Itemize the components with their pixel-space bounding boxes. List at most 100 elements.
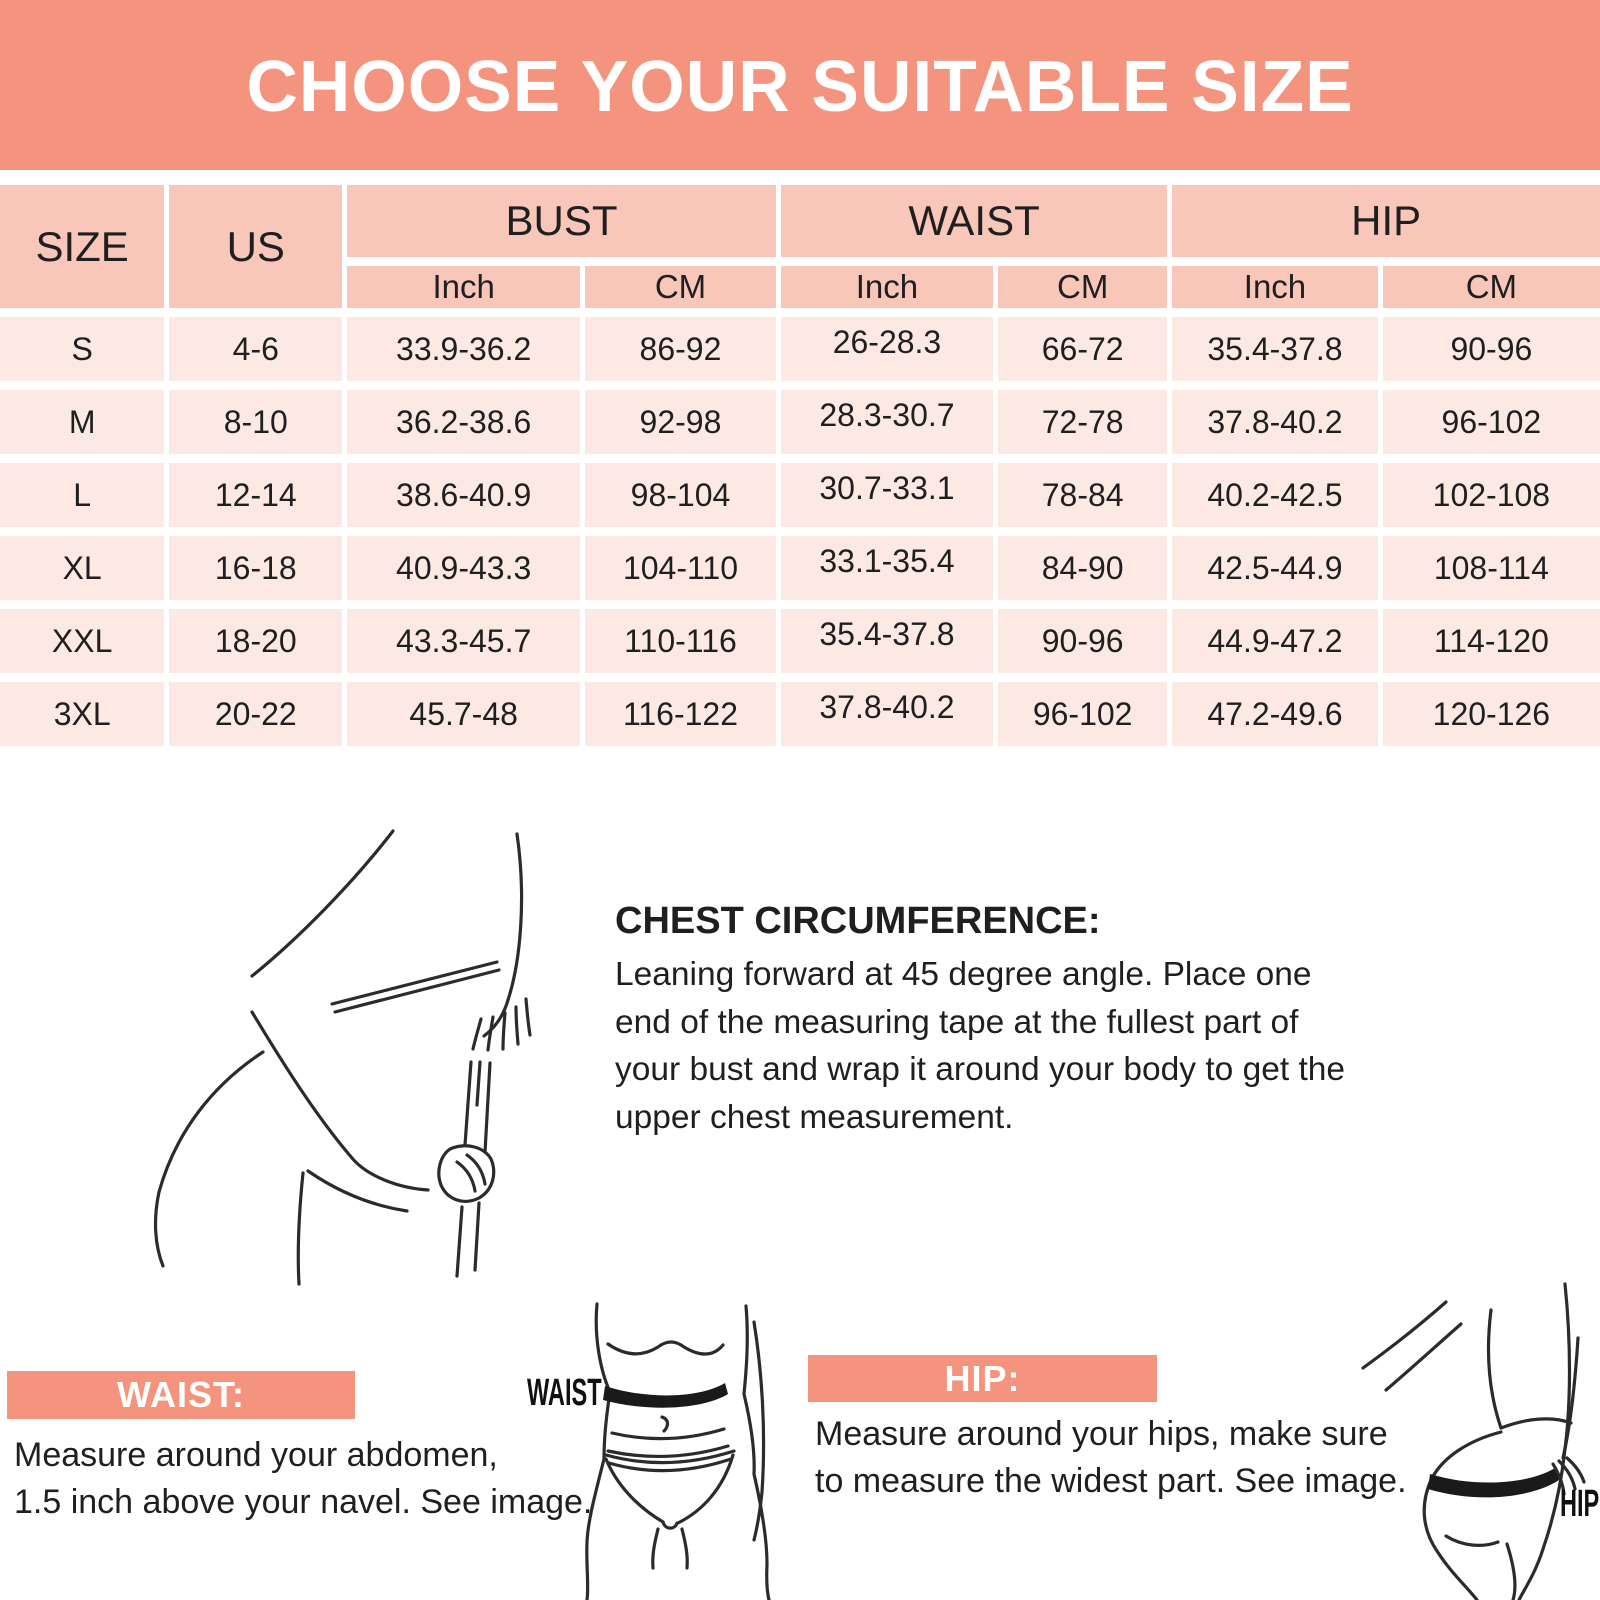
col-header-hip: HIP xyxy=(1172,185,1600,257)
waist-text-line: 1.5 inch above your navel. See image. xyxy=(14,1483,593,1521)
waist-section-text: Measure around your abdomen, 1.5 inch ab… xyxy=(14,1432,592,1526)
waist-text-line: Measure around your abdomen, xyxy=(14,1436,498,1474)
chest-measurement-illustration xyxy=(100,800,600,1300)
cell-bust-inch: 36.2-38.6 xyxy=(347,390,581,454)
cell-hip-cm: 120-126 xyxy=(1382,682,1600,746)
chest-text-line: end of the measuring tape at the fullest… xyxy=(615,1003,1299,1041)
col-header-size: SIZE xyxy=(0,185,165,308)
cell-waist-cm: 96-102 xyxy=(998,682,1168,746)
chest-text-line: Leaning forward at 45 degree angle. Plac… xyxy=(615,956,1312,993)
table-header-row-units: Inch CM Inch CM Inch CM xyxy=(0,266,1600,308)
cell-waist-inch-value: 35.4-37.8 xyxy=(819,615,955,652)
cell-size: XXL xyxy=(0,609,165,673)
cell-waist-inch: 37.8-40.2 xyxy=(780,682,994,746)
cell-us: 18-20 xyxy=(169,609,343,673)
subheader-hip-cm: CM xyxy=(1382,266,1600,308)
cell-bust-cm: 86-92 xyxy=(585,317,776,381)
cell-waist-cm: 84-90 xyxy=(998,536,1168,600)
subheader-bust-cm: CM xyxy=(585,266,776,308)
col-header-waist: WAIST xyxy=(780,185,1168,257)
cell-waist-cm: 90-96 xyxy=(998,609,1168,673)
cell-size: L xyxy=(0,463,165,527)
chest-section-heading: CHEST CIRCUMFERENCE: xyxy=(615,900,1101,942)
col-header-bust: BUST xyxy=(347,185,776,257)
cell-hip-inch: 35.4-37.8 xyxy=(1172,317,1378,381)
hip-section-bar: HIP: xyxy=(808,1355,1157,1402)
cell-bust-cm: 110-116 xyxy=(585,609,776,673)
cell-size: M xyxy=(0,390,165,454)
waist-measurement-illustration xyxy=(556,1296,806,1600)
table-row: L 12-14 38.6-40.9 98-104 30.7-33.1 78-84… xyxy=(0,463,1600,527)
cell-bust-inch: 43.3-45.7 xyxy=(347,609,581,673)
banner: CHOOSE YOUR SUITABLE SIZE xyxy=(0,0,1600,170)
cell-hip-inch: 37.8-40.2 xyxy=(1172,390,1378,454)
cell-hip-cm: 90-96 xyxy=(1382,317,1600,381)
cell-us: 8-10 xyxy=(169,390,343,454)
subheader-waist-cm: CM xyxy=(998,266,1168,308)
hip-section-heading: HIP: xyxy=(944,1357,1021,1399)
page-title: CHOOSE YOUR SUITABLE SIZE xyxy=(246,47,1354,127)
table-row: 3XL 20-22 45.7-48 116-122 37.8-40.2 96-1… xyxy=(0,682,1600,746)
hip-section-text: Measure around your hips, make sure to m… xyxy=(815,1411,1407,1505)
size-chart: SIZE US BUST WAIST HIP Inch CM Inch CM I… xyxy=(0,176,1600,755)
cell-hip-inch: 40.2-42.5 xyxy=(1172,463,1378,527)
size-chart-table: SIZE US BUST WAIST HIP Inch CM Inch CM I… xyxy=(0,176,1600,755)
cell-waist-inch: 35.4-37.8 xyxy=(780,609,994,673)
cell-bust-cm: 92-98 xyxy=(585,390,776,454)
cell-waist-inch-value: 37.8-40.2 xyxy=(819,688,955,725)
cell-waist-cm: 78-84 xyxy=(998,463,1168,527)
cell-us: 4-6 xyxy=(169,317,343,381)
chest-text-line: your bust and wrap it around your body t… xyxy=(615,1051,1346,1088)
subheader-hip-inch: Inch xyxy=(1172,266,1378,308)
cell-waist-cm: 66-72 xyxy=(998,317,1168,381)
cell-bust-inch: 45.7-48 xyxy=(347,682,581,746)
chest-text-line: upper chest measurement. xyxy=(615,1098,1014,1136)
cell-waist-inch: 28.3-30.7 xyxy=(780,390,994,454)
cell-bust-cm: 104-110 xyxy=(585,536,776,600)
hip-figure-label: HIP xyxy=(1560,1483,1600,1525)
chest-section-text: Leaning forward at 45 degree angle. Plac… xyxy=(615,951,1345,1141)
cell-bust-inch: 38.6-40.9 xyxy=(347,463,581,527)
cell-bust-cm: 116-122 xyxy=(585,682,776,746)
cell-hip-cm: 108-114 xyxy=(1382,536,1600,600)
cell-waist-inch-value: 33.1-35.4 xyxy=(819,542,955,579)
cell-hip-inch: 42.5-44.9 xyxy=(1172,536,1378,600)
subheader-waist-inch: Inch xyxy=(780,266,994,308)
hip-text-line: Measure around your hips, make sure xyxy=(815,1415,1388,1453)
waist-figure-label: WAIST xyxy=(527,1372,602,1414)
cell-hip-cm: 102-108 xyxy=(1382,463,1600,527)
cell-bust-inch: 40.9-43.3 xyxy=(347,536,581,600)
cell-us: 12-14 xyxy=(169,463,343,527)
cell-us: 16-18 xyxy=(169,536,343,600)
cell-us: 20-22 xyxy=(169,682,343,746)
cell-waist-inch: 33.1-35.4 xyxy=(780,536,994,600)
col-header-us: US xyxy=(169,185,343,308)
cell-bust-inch: 33.9-36.2 xyxy=(347,317,581,381)
cell-waist-inch: 26-28.3 xyxy=(780,317,994,381)
waist-figure-line-art xyxy=(585,1302,771,1600)
table-row: XXL 18-20 43.3-45.7 110-116 35.4-37.8 90… xyxy=(0,609,1600,673)
table-row: M 8-10 36.2-38.6 92-98 28.3-30.7 72-78 3… xyxy=(0,390,1600,454)
table-header-row-groups: SIZE US BUST WAIST HIP xyxy=(0,185,1600,308)
cell-waist-inch: 30.7-33.1 xyxy=(780,463,994,527)
subheader-bust-inch: Inch xyxy=(347,266,581,308)
cell-size: S xyxy=(0,317,165,381)
cell-waist-inch-value: 28.3-30.7 xyxy=(819,396,955,433)
hip-figure-line-art xyxy=(1361,1282,1586,1600)
cell-waist-inch-value: 26-28.3 xyxy=(832,323,942,360)
cell-size: 3XL xyxy=(0,682,165,746)
hip-measurement-illustration xyxy=(1358,1282,1600,1600)
cell-hip-cm: 114-120 xyxy=(1382,609,1600,673)
table-row: S 4-6 33.9-36.2 86-92 26-28.3 66-72 35.4… xyxy=(0,317,1600,381)
cell-size: XL xyxy=(0,536,165,600)
cell-bust-cm: 98-104 xyxy=(585,463,776,527)
chest-figure-line-art xyxy=(153,829,532,1286)
waist-section-heading: WAIST: xyxy=(117,1374,245,1415)
hip-text-line: to measure the widest part. See image. xyxy=(815,1462,1407,1500)
cell-waist-inch-value: 30.7-33.1 xyxy=(819,469,955,506)
table-row: XL 16-18 40.9-43.3 104-110 33.1-35.4 84-… xyxy=(0,536,1600,600)
waist-section-bar: WAIST: xyxy=(7,1371,355,1419)
cell-waist-cm: 72-78 xyxy=(998,390,1168,454)
cell-hip-inch: 44.9-47.2 xyxy=(1172,609,1378,673)
